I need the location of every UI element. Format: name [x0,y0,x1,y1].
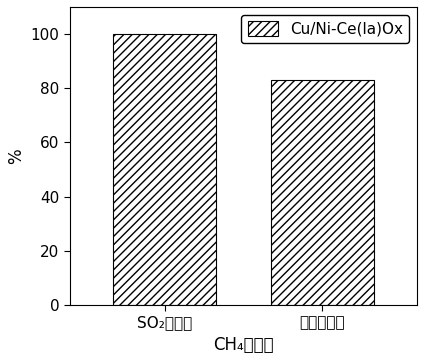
Bar [271,80,374,305]
Legend: Cu/Ni-Ce(la)Ox: Cu/Ni-Ce(la)Ox [241,14,410,43]
Bar [113,34,216,305]
Y-axis label: %: % [7,148,25,164]
X-axis label: CH₄还原法: CH₄还原法 [213,336,274,354]
